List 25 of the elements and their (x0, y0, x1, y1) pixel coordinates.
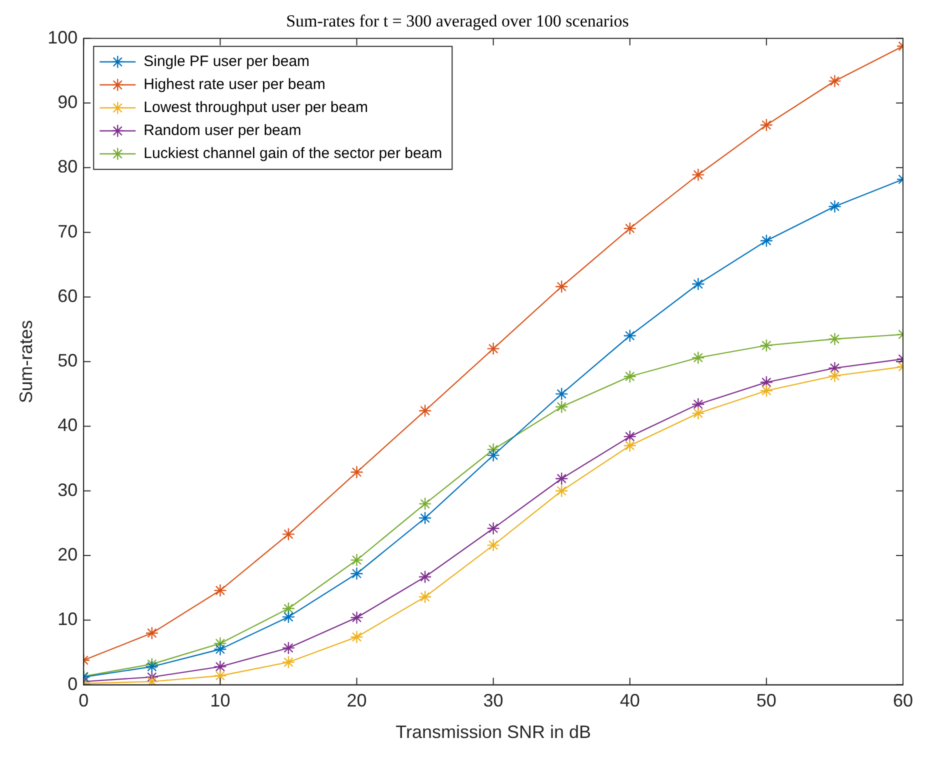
y-tick-label: 30 (58, 480, 78, 500)
x-tick-label: 60 (892, 690, 914, 711)
y-tick-label: 40 (58, 415, 78, 436)
legend-label: Single PF user per beam (144, 53, 310, 70)
y-tick-label: 10 (58, 609, 78, 630)
legend-label: Random user per beam (144, 122, 302, 140)
y-tick-label: 70 (58, 221, 78, 242)
x-axis-title: Transmission SNR in dB (396, 722, 592, 742)
y-tick-label: 0 (68, 674, 78, 694)
legend-label: Highest rate user per beam (144, 76, 326, 94)
legend-label: Luckiest channel gain of the sector per beam (144, 145, 442, 162)
y-tick-label: 20 (58, 544, 78, 564)
y-tick-label: 60 (58, 286, 78, 306)
legend-label: Lowest throughput user per beam (144, 99, 368, 116)
x-tick-label: 40 (620, 690, 640, 711)
y-axis-title: Sum-rates (16, 320, 36, 404)
x-tick-label: 20 (346, 690, 367, 711)
x-tick-label: 10 (210, 690, 230, 711)
x-tick-label: 30 (483, 690, 504, 711)
x-tick-label: 50 (756, 690, 776, 711)
y-tick-label: 100 (48, 27, 78, 48)
y-tick-label: 80 (58, 156, 78, 177)
chart-title: Sum-rates for t = 300 averaged over 100 scenarios (286, 12, 629, 31)
y-tick-label: 50 (58, 350, 78, 371)
y-tick-label: 90 (58, 92, 78, 112)
